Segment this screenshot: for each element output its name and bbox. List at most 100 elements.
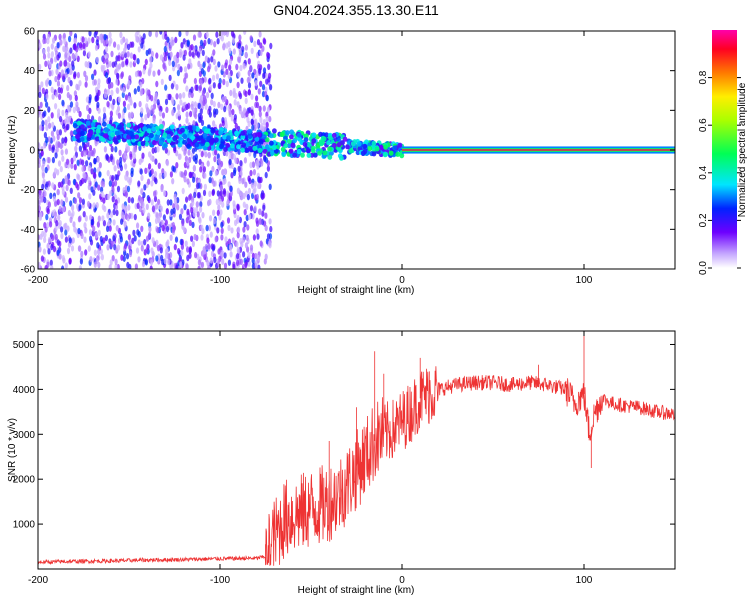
spectrogram-noise-blob xyxy=(187,63,191,70)
spectrogram-noise-blob xyxy=(125,58,129,65)
spectrogram-line-blob xyxy=(331,142,337,148)
spectrogram-noise-blob xyxy=(257,264,261,269)
spectrogram-noise-blob xyxy=(44,119,48,126)
spectrogram-noise-blob xyxy=(90,219,94,226)
spectrogram-noise-blob xyxy=(222,42,226,49)
spectrogram-noise-blob xyxy=(182,92,186,99)
spectrogram-line-blob xyxy=(302,141,308,147)
spectrogram-noise-blob xyxy=(58,205,62,212)
spectrogram-noise-blob xyxy=(120,38,124,45)
spectrogram-noise-blob xyxy=(259,49,263,56)
spectrogram-noise-blob xyxy=(207,65,211,73)
spectrogram-noise-blob xyxy=(161,112,165,119)
spectrogram-noise-blob xyxy=(212,209,216,216)
spectrogram-noise-blob xyxy=(120,211,124,218)
spectrogram-noise-blob xyxy=(168,74,172,82)
spectrogram-line-blob xyxy=(321,136,327,142)
spectrogram-noise-blob xyxy=(116,185,121,193)
spectrogram-noise-blob xyxy=(181,145,185,152)
spectrogram-line-blob xyxy=(269,140,274,146)
spectrogram-noise-blob xyxy=(66,67,70,75)
spectrogram-noise-blob xyxy=(133,146,137,153)
spectrogram-noise-blob xyxy=(117,96,121,103)
spectrogram-noise-blob xyxy=(229,185,233,192)
colorbar-label: Normalized spectral amplitude xyxy=(737,82,748,217)
spectrogram-line-blob xyxy=(241,142,247,148)
spectrogram-noise-blob xyxy=(231,108,235,116)
spectrogram-noise-blob xyxy=(69,31,73,37)
spectrogram-noise-blob xyxy=(48,122,52,129)
spectrogram-noise-blob xyxy=(252,161,256,169)
spectrogram-noise-blob xyxy=(230,115,234,122)
spectrogram-noise-blob xyxy=(220,31,224,37)
spectrogram-noise-blob xyxy=(174,61,178,68)
spectrogram-noise-blob xyxy=(63,59,67,67)
spectrogram-noise-blob xyxy=(187,91,192,99)
spectrogram-y-tick-label: 60 xyxy=(24,27,36,38)
spectrogram-noise-blob xyxy=(225,190,230,197)
spectrogram-noise-blob xyxy=(193,77,197,85)
spectrogram-line-blob xyxy=(187,125,193,131)
spectrogram-line-blob xyxy=(342,136,348,142)
spectrogram-noise-blob xyxy=(202,189,207,197)
spectrogram-noise-blob xyxy=(51,182,55,189)
spectrogram-noise-blob xyxy=(132,229,136,237)
spectrogram-line-blob xyxy=(87,132,92,138)
spectrogram-noise-blob xyxy=(129,61,133,68)
spectrogram-noise-blob xyxy=(97,215,101,222)
spectrogram-noise-blob xyxy=(217,260,221,267)
spectrogram-noise-blob xyxy=(153,176,157,183)
spectrogram-noise-blob xyxy=(84,37,88,44)
spectrogram-noise-blob xyxy=(96,156,100,163)
spectrogram-line-blob xyxy=(154,136,160,142)
spectrogram-noise-blob xyxy=(240,241,244,248)
spectrogram-noise-blob xyxy=(186,178,190,185)
spectrogram-noise-blob xyxy=(110,211,114,218)
spectrogram-noise-blob xyxy=(212,180,216,187)
spectrogram-line-blob xyxy=(186,143,191,149)
spectrogram-noise-blob xyxy=(231,37,236,44)
spectrogram-noise-blob xyxy=(89,256,93,263)
spectrogram-noise-blob xyxy=(257,88,261,95)
colorbar-tick-label: 0.6 xyxy=(698,118,709,132)
spectrogram-noise-blob xyxy=(74,145,78,152)
spectrogram-noise-blob xyxy=(126,51,130,58)
spectrogram-line-blob xyxy=(219,144,224,150)
spectrogram-noise-blob xyxy=(56,80,61,87)
spectrogram-noise-blob xyxy=(212,217,217,225)
spectrogram-noise-blob xyxy=(227,105,231,112)
spectrogram-noise-blob xyxy=(51,210,55,217)
spectrogram-noise-blob xyxy=(60,69,65,76)
spectrogram-noise-blob xyxy=(225,80,229,88)
spectrogram-noise-blob xyxy=(157,217,161,224)
spectrogram-noise-blob xyxy=(237,42,241,49)
spectrogram-noise-blob xyxy=(106,169,110,177)
spectrogram-noise-blob xyxy=(88,193,92,200)
spectrogram-noise-blob xyxy=(186,39,190,46)
spectrogram-noise-blob xyxy=(61,109,65,117)
spectrogram-noise-blob xyxy=(47,236,52,244)
spectrogram-noise-blob xyxy=(115,55,119,62)
spectrogram-noise-blob xyxy=(138,100,142,108)
spectrogram-line-blob xyxy=(371,151,377,157)
spectrogram-x-axis: -200 -100 0 100 xyxy=(28,31,593,286)
spectrogram-noise-blob xyxy=(156,99,160,106)
spectrogram-noise-blob xyxy=(72,106,76,114)
spectrogram-noise-blob xyxy=(42,178,46,185)
spectrogram-noise-blob xyxy=(233,167,237,174)
spectrogram-noise-blob xyxy=(167,258,171,266)
spectrogram-noise-blob xyxy=(208,215,213,222)
spectrogram-noise-blob xyxy=(56,133,60,141)
spectrogram-noise-blob xyxy=(249,64,253,72)
spectrogram-noise-blob xyxy=(90,150,94,157)
spectrogram-noise-blob xyxy=(200,234,204,241)
spectrogram-line-blob xyxy=(245,142,250,148)
spectrogram-noise-blob xyxy=(216,38,220,45)
spectrogram-noise-blob xyxy=(87,165,91,172)
spectrogram-noise-blob xyxy=(93,249,97,256)
spectrogram-line-blob xyxy=(191,125,197,131)
spectrogram-line-blob xyxy=(327,146,332,152)
spectrogram-line-blob xyxy=(326,140,331,146)
spectrogram-noise-blob xyxy=(74,94,78,102)
spectrogram-noise-blob xyxy=(196,211,200,218)
